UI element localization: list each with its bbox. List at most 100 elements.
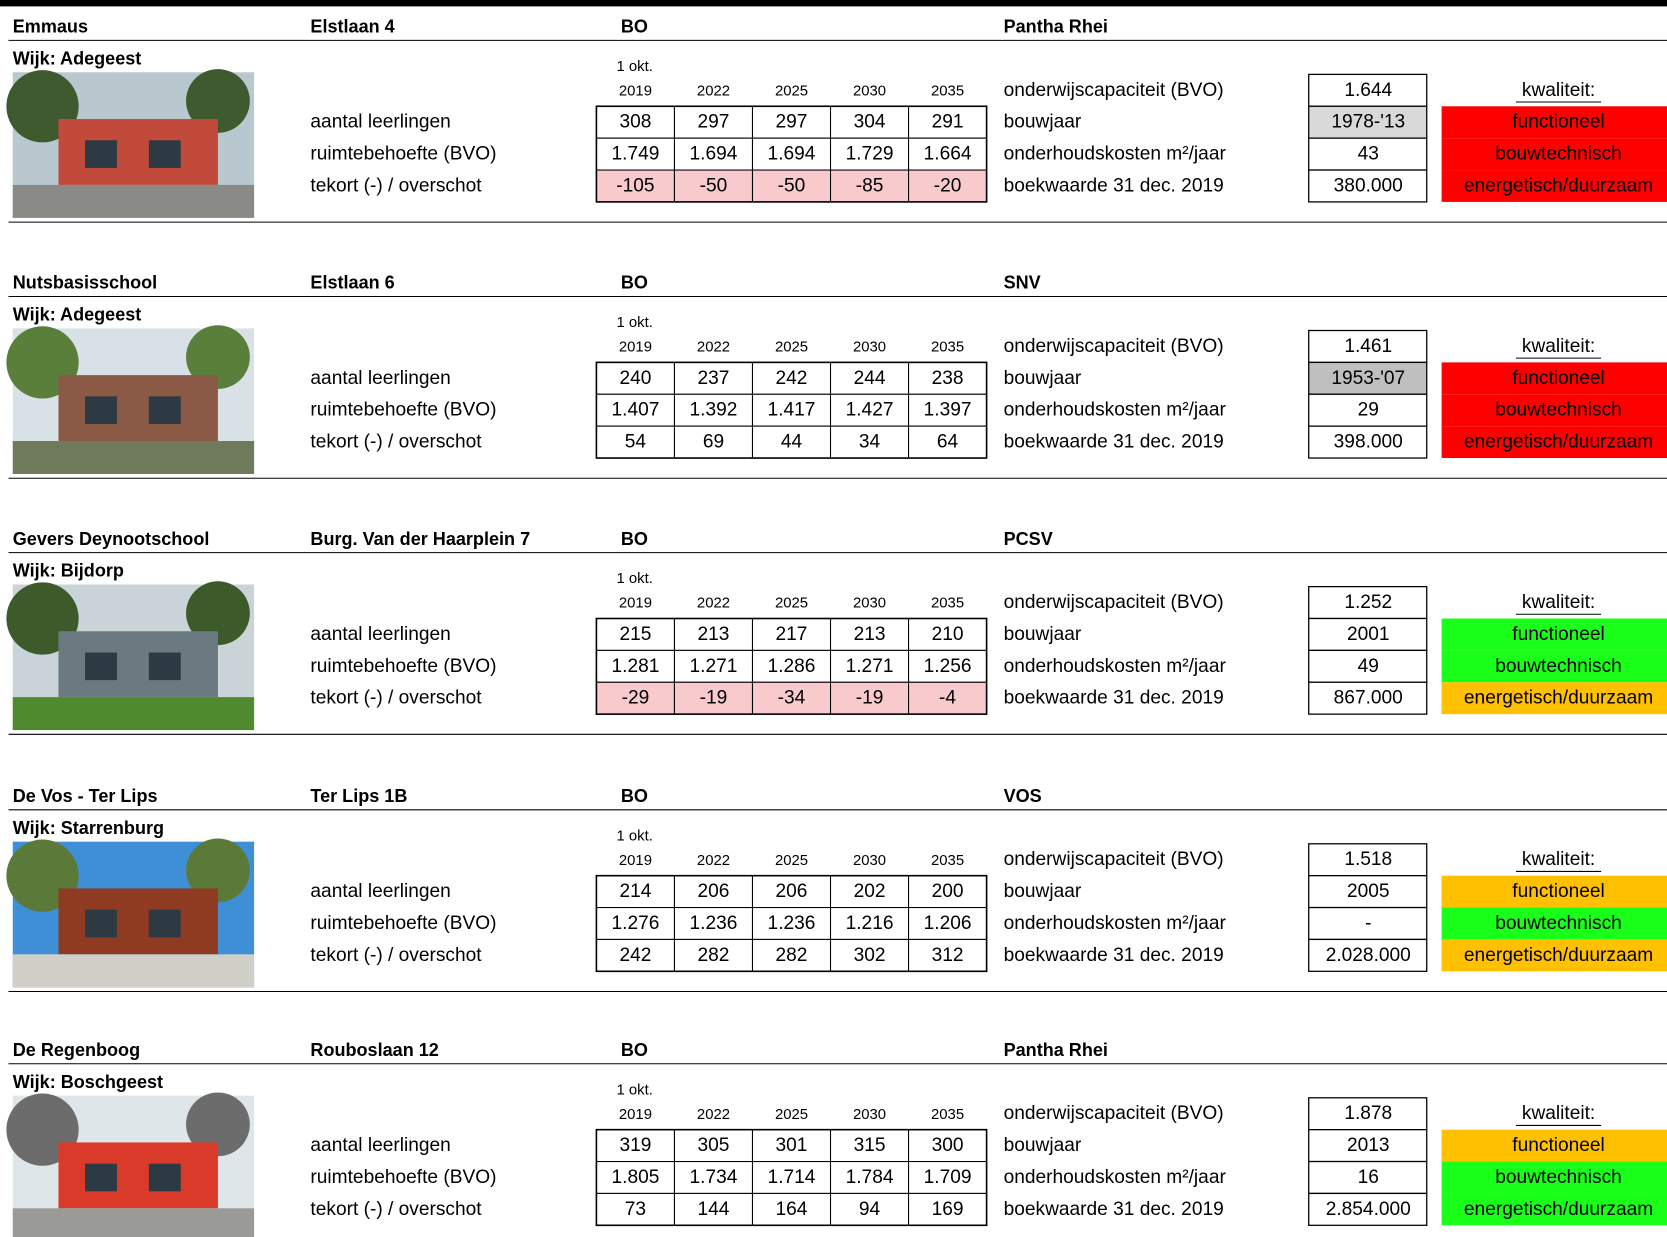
year-label: 2022: [697, 596, 730, 612]
table-cell: [829, 1192, 910, 1226]
table-value: 1.206: [924, 913, 972, 934]
table-cell: [908, 649, 988, 683]
property-value: 2.028.000: [1326, 945, 1411, 966]
table-value: 34: [859, 432, 881, 453]
table-value: -20: [934, 175, 962, 196]
property-cell: [1308, 585, 1428, 620]
quality-item: bouwtechnisch: [1495, 400, 1622, 421]
table-value: 1.281: [612, 656, 660, 677]
photo-building: [58, 631, 218, 698]
table-cell: [673, 875, 754, 909]
table-value: -50: [778, 175, 806, 196]
table-value: -85: [856, 175, 884, 196]
table-value: 1.392: [690, 400, 738, 421]
year-label: 2019: [619, 853, 652, 869]
property-cell: [1308, 137, 1428, 171]
table-value: 244: [854, 368, 886, 389]
school-block: Emmaus Elstlaan 4 BO Pantha Rhei Wijk: Adege…: [6, 17, 1667, 223]
property-cell: [1308, 938, 1428, 972]
table-value: 242: [776, 368, 808, 389]
property-value: 1.518: [1344, 849, 1392, 870]
top-bar: [0, 0, 1667, 7]
table-cell: [751, 938, 832, 972]
quality-cell: [1441, 362, 1667, 395]
table-value: 1.397: [924, 400, 972, 421]
row-label: ruimtebehoefte (BVO): [310, 913, 496, 934]
table-cell: [908, 425, 988, 459]
year-label: 2025: [775, 83, 808, 99]
year-label: 2035: [931, 1107, 964, 1123]
property-label: bouwjaar: [1004, 624, 1082, 645]
row-label: aantal leerlingen: [310, 112, 450, 133]
table-border: [595, 1128, 988, 1227]
table-cell: [908, 169, 988, 203]
year-label: 2025: [775, 596, 808, 612]
school-type: BO: [621, 1040, 648, 1060]
table-cell: [673, 137, 754, 171]
photo-window: [85, 652, 117, 681]
quality-item: energetisch/duurzaam: [1464, 175, 1653, 196]
photo-window: [148, 396, 181, 425]
table-cell: [673, 1129, 754, 1163]
table-value: 164: [776, 1199, 808, 1220]
table-value: 1.734: [690, 1167, 738, 1188]
row-label: aantal leerlingen: [310, 624, 450, 645]
table-value: -19: [856, 688, 884, 709]
photo-window: [85, 1163, 117, 1192]
wijk: Wijk: Adegeest: [13, 305, 142, 325]
property-value: 1.878: [1344, 1103, 1392, 1124]
quality-cell: [1441, 618, 1667, 651]
quality-title: kwaliteit:: [1522, 1103, 1595, 1124]
table-cell: [829, 681, 910, 715]
table-value: 1.256: [924, 656, 972, 677]
property-value: 398.000: [1334, 432, 1403, 453]
table-cell: [829, 169, 910, 203]
table-value: -105: [616, 175, 654, 196]
quality-cell: [1441, 426, 1667, 459]
table-value: 297: [698, 112, 730, 133]
property-label: onderhoudskosten m²/jaar: [1004, 144, 1227, 165]
school-address: Ter Lips 1B: [310, 786, 407, 806]
table-cell: [673, 393, 754, 427]
year-label: 2025: [775, 853, 808, 869]
school-photo: [6, 581, 255, 731]
school-block: De Vos - Ter Lips Ter Lips 1B BO VOS Wijk: S…: [6, 786, 1667, 993]
property-cell: [1308, 1192, 1428, 1226]
table-cell: [829, 907, 910, 940]
table-value: 1.271: [690, 656, 738, 677]
year-label: 2030: [853, 340, 886, 356]
table-cell: [673, 425, 754, 459]
year-label: 2019: [619, 83, 652, 99]
quality-item: energetisch/duurzaam: [1464, 432, 1653, 453]
quality-title: kwaliteit:: [1522, 336, 1595, 357]
photo-ground: [12, 184, 255, 218]
year-label: 2019: [619, 340, 652, 356]
quality-cell: [1441, 939, 1667, 972]
school-board: PCSV: [1004, 529, 1053, 549]
property-label: boekwaarde 31 dec. 2019: [1004, 1199, 1224, 1220]
table-value: 240: [619, 368, 651, 389]
photo-ground: [12, 697, 255, 731]
school-photo: [6, 1092, 255, 1237]
table-value: 169: [932, 1199, 964, 1220]
table-value: 282: [776, 945, 808, 966]
row-label: aantal leerlingen: [310, 1135, 450, 1156]
table-cell: [908, 1161, 988, 1194]
property-label: onderhoudskosten m²/jaar: [1004, 400, 1227, 421]
property-cell: [1308, 425, 1428, 459]
table-cell: [751, 361, 832, 395]
year-note: 1 okt.: [616, 315, 652, 331]
school-type: BO: [621, 786, 648, 806]
table-value: 1.427: [846, 400, 894, 421]
table-value: 1.271: [846, 656, 894, 677]
table-cell: [673, 105, 754, 139]
table-cell: [908, 617, 988, 651]
property-label: boekwaarde 31 dec. 2019: [1004, 175, 1224, 196]
property-value: 867.000: [1334, 688, 1403, 709]
wijk: Wijk: Starrenburg: [13, 818, 164, 838]
row-label: aantal leerlingen: [310, 881, 450, 902]
school-block: Gevers Deynootschool Burg. Van der Haarpl…: [6, 529, 1667, 735]
table-cell: [829, 137, 910, 171]
property-value: 380.000: [1334, 175, 1403, 196]
